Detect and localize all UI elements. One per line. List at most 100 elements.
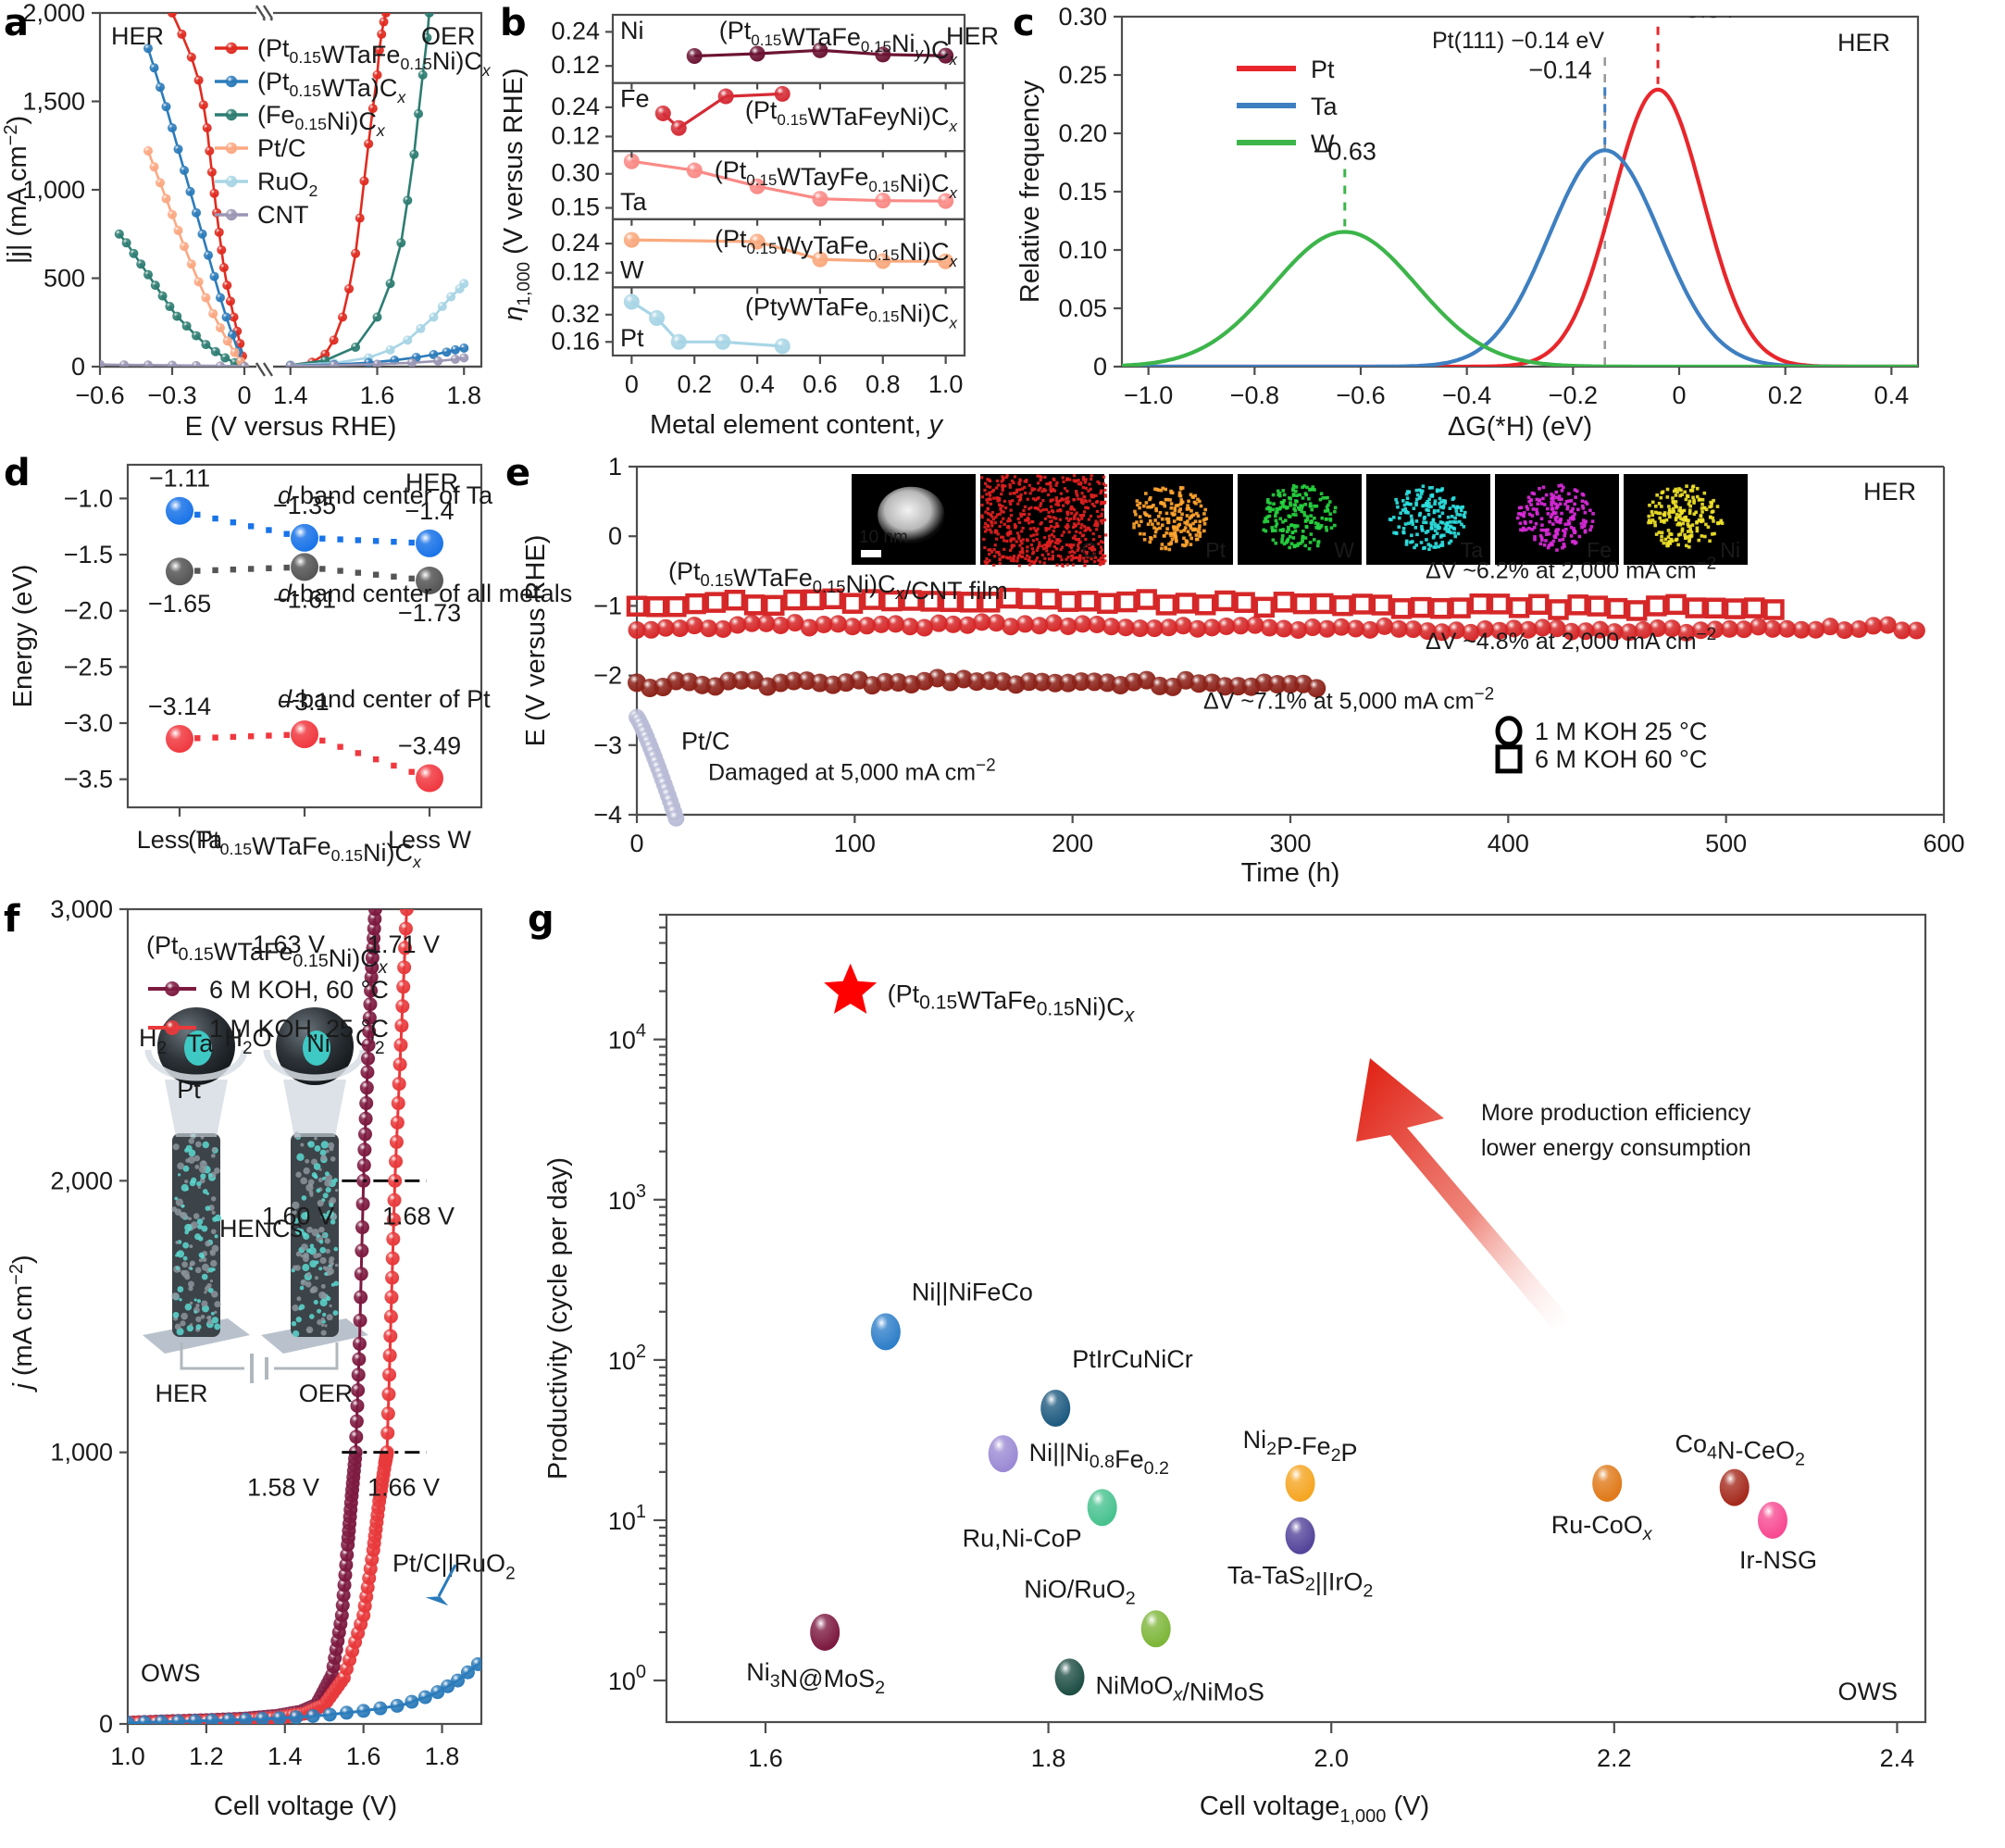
marker-1 M KOH 25 °C, 2,000 mA cm-2 — [1260, 618, 1278, 637]
svg-text:1.8: 1.8 — [446, 381, 481, 409]
svg-text:300: 300 — [1269, 830, 1311, 857]
marker-d-band center of Pt — [166, 725, 193, 753]
star-marker — [824, 963, 878, 1014]
panel-f-xaxis: 1.0 1.2 1.4 1.6 1.8 — [110, 1724, 459, 1770]
marker-1 M KOH 25 °C, 2,000 mA cm-2 — [757, 614, 776, 632]
panel-d-her-label: HER — [405, 468, 458, 496]
voltage-label: 1.60 V — [262, 1202, 334, 1230]
svg-text:−1.65: −1.65 — [148, 590, 211, 618]
dband-pt-label: d-band center of Pt — [278, 685, 491, 713]
marker-Pt/C HER — [193, 277, 204, 287]
marker-1 M KOH 25 °C, 2,000 mA cm-2 — [1534, 618, 1552, 637]
marker-1 M KOH 25 °C, 2,000 mA cm-2 — [1576, 622, 1595, 641]
marker-Pt/C — [667, 809, 685, 827]
marker-6 M KOH, 60 °C — [351, 1367, 366, 1382]
marker-Pt/C||RuO2 — [373, 1701, 388, 1716]
marker-Ta — [623, 153, 640, 169]
marker-(Fe0.15Ni)Cx OER — [403, 195, 413, 206]
marker-(Pt0.15WTaFe0.15Ni)Cx HER — [222, 281, 232, 291]
marker-(Fe0.15Ni)Cx OER — [351, 342, 361, 352]
svg-text:0.6: 0.6 — [803, 370, 838, 398]
marker-6 M KOH, 60 °C — [361, 1038, 376, 1053]
marker-Pt/C||RuO2 — [441, 1679, 455, 1693]
her-label: HER — [155, 1380, 207, 1407]
marker-(Fe0.15Ni)Cx HER — [129, 248, 139, 258]
marker-1 M KOH 25 °C, 2,000 mA cm-2 — [1620, 623, 1638, 642]
marker-(Fe0.15Ni)Cx HER — [143, 269, 153, 280]
marker-1 M KOH 25 °C, 2,000 mA cm-2 — [1878, 616, 1897, 634]
marker-(Pt0.15WTaFe0.15Ni)Cx HER — [206, 167, 217, 177]
panel-g-frame — [665, 913, 1927, 1724]
marker-W — [938, 253, 954, 269]
marker-1 M KOH 25 °C, 2,000 mA cm-2 — [1088, 615, 1106, 633]
marker-RuO2 OER — [416, 323, 426, 333]
svg-text:Ta: Ta — [620, 188, 648, 216]
panel-c-reference-label: Pt(111) −0.14 eV — [1432, 28, 1604, 54]
legend-marker-(Pt0.15WTaFe0.15Ni)Cx — [225, 42, 238, 55]
svg-text:(Pt0.15WTayFe0.15Ni)Cx: (Pt0.15WTayFe0.15Ni)Cx — [715, 156, 958, 202]
marker-1 M KOH 25 °C, 2,000 mA cm-2 — [1836, 621, 1854, 640]
panel-d-ylabel: Energy (eV) — [8, 565, 38, 708]
svg-text:−0.6: −0.6 — [1336, 381, 1385, 409]
panel-f-xlabel: Cell voltage (V) — [214, 1792, 397, 1821]
marker-(Pt0.15WTaFe0.15Ni)Cx OER — [351, 248, 361, 258]
marker-1 M KOH, 25 °C — [380, 1426, 395, 1441]
marker-d-band center of Ta — [416, 529, 443, 557]
marker-(Fe0.15Ni)Cx HER — [192, 331, 201, 341]
marker-1 M KOH 25 °C, 2,000 mA cm-2 — [1332, 618, 1351, 636]
point-NiO/RuO2 — [1140, 1610, 1171, 1648]
marker-1 M KOH 25 °C, 2,000 mA cm-2 — [742, 614, 761, 632]
marker-1 M KOH 25 °C, 2,000 mA cm-2 — [1548, 619, 1566, 638]
marker-6 M KOH, 60 °C — [362, 1010, 377, 1025]
legend-marker-(Fe0.15Ni)Cx — [225, 108, 238, 121]
marker-6 M KOH, 60 °C — [349, 1430, 364, 1444]
svg-text:1,000: 1,000 — [22, 176, 85, 204]
svg-text:Relative frequency: Relative frequency — [1015, 80, 1045, 303]
marker-Pt/C||RuO2 — [339, 1705, 354, 1720]
voltage-label: 1.71 V — [367, 930, 440, 958]
svg-text:−1.73: −1.73 — [398, 599, 461, 627]
svg-text:100: 100 — [608, 1662, 646, 1695]
point-Ir-NSG — [1757, 1501, 1787, 1539]
marker-1 M KOH 25 °C, 2,000 mA cm-2 — [1389, 619, 1408, 638]
svg-text:(Pt0.15WTaFe0.15Ni)Cx/CNT film: (Pt0.15WTaFe0.15Ni)Cx/CNT film — [668, 557, 1008, 605]
panel-a: a 2,000 1,500 1,000 500 0 −0.6 −0.3 0 1.4 1.6 1.8… — [0, 0, 500, 444]
marker-1 M KOH 25 °C, 2,000 mA cm-2 — [828, 615, 847, 633]
legend-marker-0 — [165, 981, 180, 996]
marker-1 M KOH 25 °C, 2,000 mA cm-2 — [1749, 618, 1767, 636]
svg-text:−0.2: −0.2 — [1549, 381, 1598, 409]
marker-6 M KOH, 60 °C — [364, 983, 379, 998]
eds-map-W: W — [1238, 474, 1362, 565]
svg-text:Ni3N@MoS2: Ni3N@MoS2 — [746, 1658, 885, 1698]
marker-(Pt0.15WTa)Cx HER — [143, 44, 153, 54]
marker-(Pt0.15WTaFe0.15Ni)Cx HER — [202, 123, 212, 133]
marker-Pt/C||RuO2 — [405, 1694, 419, 1709]
marker-6 M KOH, 60 °C — [354, 1290, 368, 1305]
marker-(Pt0.15WTaFe0.15Ni)Cx HER — [225, 296, 235, 306]
marker-(Pt0.15WTa)Cx HER — [185, 186, 195, 196]
marker-1 M KOH 25 °C, 2,000 mA cm-2 — [1174, 617, 1192, 635]
marker-1 M KOH 25 °C, 2,000 mA cm-2 — [1059, 617, 1077, 635]
panel-b-row-Ni: 0.24 0.12 Ni (Pt0.15WTaFe0.15Niy)Cx — [551, 13, 966, 84]
curve-Ta — [1122, 148, 1918, 367]
annotation: ΔV ~4.8% at 2,000 mA cm−2 — [1426, 625, 1716, 655]
marker-(Pt0.15WTaFe0.15Ni)Cx HER — [205, 145, 215, 156]
marker-(Pt0.15WTa)Cx OER — [450, 344, 460, 355]
ni-label: Ni — [306, 1030, 330, 1057]
svg-text:Ta: Ta — [1461, 538, 1484, 562]
marker-1 M KOH 25 °C, 5,000 mA cm-2 — [1189, 674, 1209, 693]
svg-text:2,000: 2,000 — [50, 1167, 113, 1194]
marker-W — [623, 231, 640, 248]
marker-CNT HER — [143, 360, 153, 367]
marker-1 M KOH, 25 °C — [391, 1096, 405, 1111]
point-Ru,Ni-CoP — [1087, 1489, 1117, 1527]
marker-(Pt0.15WTaFe0.15Ni)Cx HER — [177, 29, 187, 39]
panel-f-ows-label: OWS — [141, 1659, 201, 1687]
svg-text:Ni2P-Fe2P: Ni2P-Fe2P — [1243, 1426, 1358, 1467]
marker-(Pt0.15WTa)Cx HER — [192, 207, 201, 218]
marker-1 M KOH 25 °C, 2,000 mA cm-2 — [1160, 618, 1178, 637]
svg-text:(PtyWTaFe0.15Ni)Cx: (PtyWTaFe0.15Ni)Cx — [745, 293, 958, 331]
marker-1 M KOH 25 °C, 2,000 mA cm-2 — [700, 619, 718, 638]
svg-text:Ni: Ni — [620, 17, 644, 44]
